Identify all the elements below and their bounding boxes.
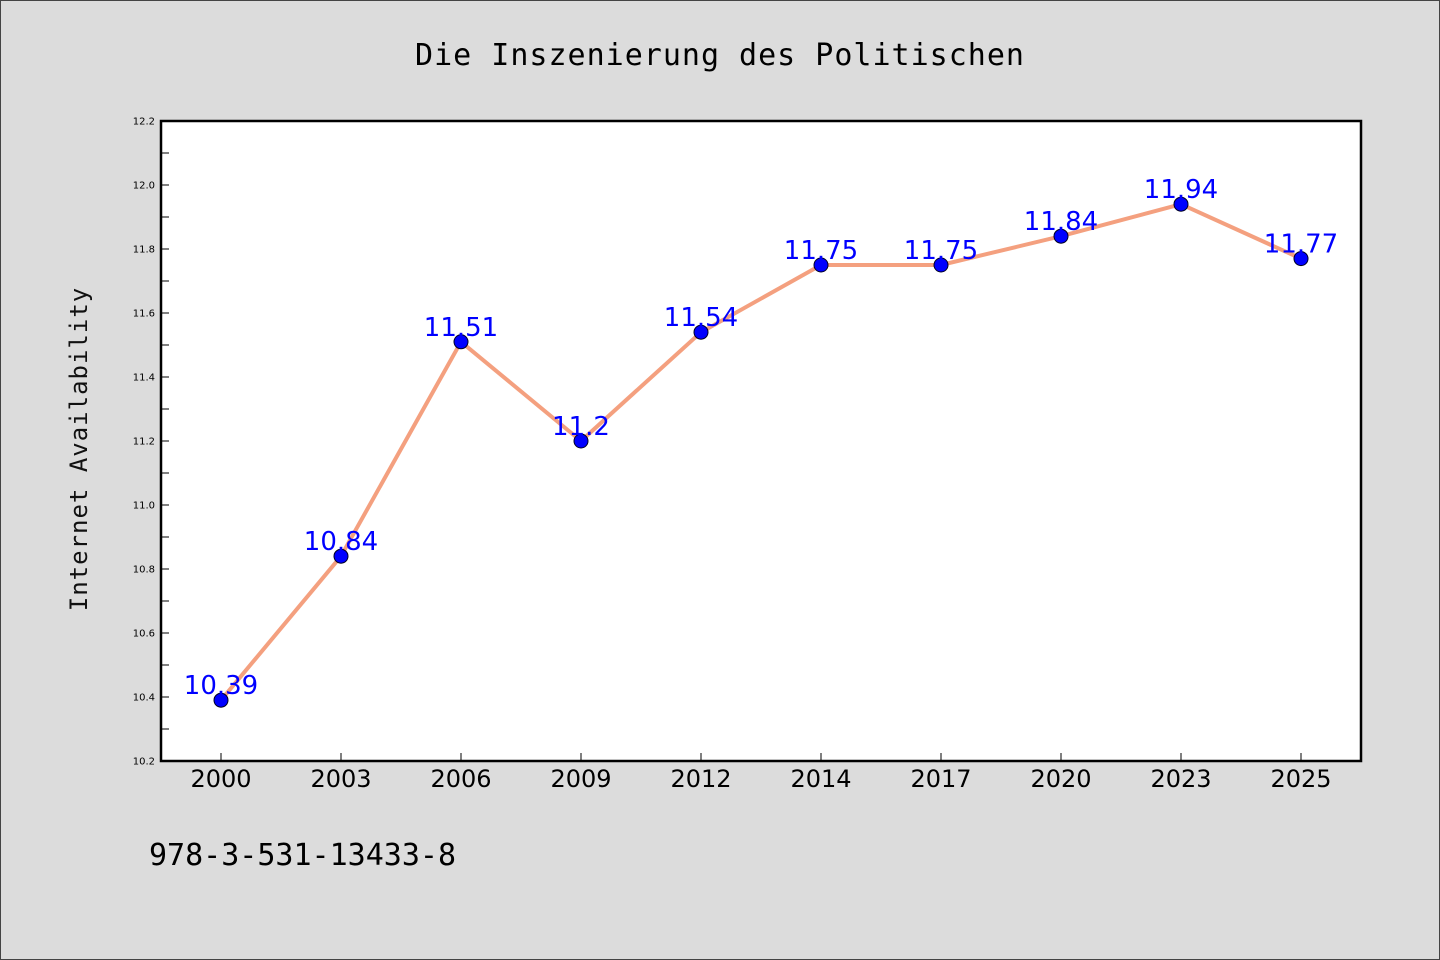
x-tick-label: 2006 <box>430 765 491 793</box>
series-line <box>219 202 1302 702</box>
chart-title: Die Inszenierung des Politischen <box>415 38 1025 73</box>
y-tick-label: 10.2 <box>133 757 155 768</box>
x-tick-label: 2000 <box>190 765 251 793</box>
y-tick-label: 11.0 <box>133 501 155 512</box>
data-label: 10.84 <box>304 527 378 557</box>
y-tick-label: 10.4 <box>133 693 155 704</box>
data-label: 11.75 <box>904 236 978 266</box>
x-tick-label: 2009 <box>550 765 611 793</box>
data-label: 11.75 <box>784 236 858 266</box>
data-label: 11.94 <box>1144 175 1218 205</box>
data-label: 11.77 <box>1264 230 1338 260</box>
y-tick-label: 11.2 <box>133 437 155 448</box>
data-label: 11.84 <box>1024 207 1098 237</box>
y-tick-label: 10.8 <box>133 565 155 576</box>
data-point <box>933 257 949 273</box>
data-point <box>1173 196 1189 212</box>
x-tick-label: 2025 <box>1270 765 1331 793</box>
data-point <box>693 324 709 340</box>
data-point <box>813 257 829 273</box>
data-label: 11.54 <box>664 303 738 333</box>
x-tick-label: 2012 <box>670 765 731 793</box>
x-tick-label: 2017 <box>910 765 971 793</box>
x-tick-label: 2003 <box>310 765 371 793</box>
y-tick-label: 11.4 <box>133 373 155 384</box>
y-tick-label: 11.8 <box>133 245 155 256</box>
data-point <box>213 692 229 708</box>
data-point <box>573 433 589 449</box>
y-tick-label: 10.6 <box>133 629 155 640</box>
data-point <box>1053 228 1069 244</box>
x-tick-label: 2014 <box>790 765 851 793</box>
data-point <box>333 548 349 564</box>
data-point <box>453 334 469 350</box>
y-tick-label: 12.0 <box>133 181 155 192</box>
isbn-text: 978-3-531-13433-8 <box>149 838 456 873</box>
y-axis-label: Internet Availability <box>65 287 93 611</box>
plot-area <box>161 121 1361 761</box>
plot-frame <box>159 119 1363 763</box>
data-label: 11.51 <box>424 313 498 343</box>
x-tick-label: 2020 <box>1030 765 1091 793</box>
y-tick-label: 11.6 <box>133 309 155 320</box>
data-label: 10.39 <box>184 671 258 701</box>
data-point <box>1293 251 1309 267</box>
y-tick-label: 12.2 <box>133 117 155 128</box>
x-tick-label: 2023 <box>1150 765 1211 793</box>
data-label: 11.2 <box>552 412 610 442</box>
